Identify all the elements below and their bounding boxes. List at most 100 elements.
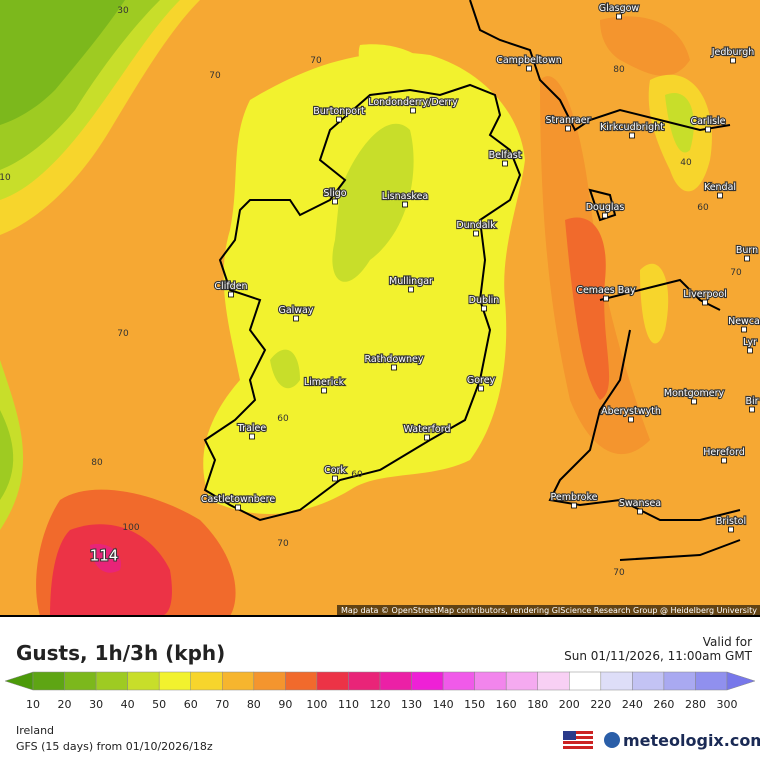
legend-swatch [569, 671, 602, 691]
city-dot [603, 295, 609, 302]
legend-swatch [379, 671, 412, 691]
legend-tick: 20 [58, 698, 72, 711]
city-dot [747, 347, 753, 354]
valid-time: Sun 01/11/2026, 11:00am GMT [564, 649, 753, 663]
legend-swatch [127, 671, 160, 691]
city-dot [424, 434, 430, 441]
legend-swatch [64, 671, 97, 691]
city-label: Kirkcudbright [600, 122, 664, 133]
contour-label: 70 [117, 329, 129, 339]
city-label: Stranraer [546, 115, 591, 126]
contour-label: 40 [680, 158, 692, 168]
city-dot [228, 291, 234, 298]
legend-swatch [505, 671, 538, 691]
legend-swatch [442, 671, 475, 691]
legend-swatch [190, 671, 223, 691]
legend-swatch [632, 671, 665, 691]
city-label: Burtonport [313, 106, 365, 117]
city-dot [571, 502, 577, 509]
city-label: Glasgow [599, 3, 640, 14]
city-dot [616, 13, 622, 20]
contour-label: 70 [209, 71, 221, 81]
contour-label: 70 [277, 539, 289, 549]
legend-tick: 130 [401, 698, 422, 711]
legend-swatch [474, 671, 507, 691]
city-dot [332, 475, 338, 482]
legend-tick: 280 [685, 698, 706, 711]
city-label: Clifden [214, 281, 247, 292]
city-label: Limerick [304, 377, 345, 388]
city-dot [717, 192, 723, 199]
city-label: Tralee [237, 423, 267, 434]
attribution: Map data © OpenStreetMap contributors, r… [341, 606, 757, 615]
city-label: Campbeltown [496, 55, 562, 66]
legend-tick: 80 [247, 698, 261, 711]
model: GFS (15 days) from 01/10/2026/18z [16, 740, 213, 753]
legend-tick: 90 [278, 698, 292, 711]
city-label: Lisnaskea [382, 191, 429, 202]
legend-tick: 220 [590, 698, 611, 711]
city-dot [728, 526, 734, 533]
city-dot [408, 286, 414, 293]
city-dot [637, 508, 643, 515]
city-dot [721, 457, 727, 464]
city-dot [702, 299, 708, 306]
legend-swatch [158, 671, 191, 691]
city-label: Dundalk [456, 220, 496, 231]
legend-tick: 50 [152, 698, 166, 711]
city-dot [473, 230, 479, 237]
city-dot [628, 416, 634, 423]
legend-swatch [32, 671, 65, 691]
city-label: Waterford [403, 424, 450, 435]
legend-swatch [695, 671, 728, 691]
legend-tick: 120 [370, 698, 391, 711]
legend-tick: 300 [717, 698, 738, 711]
city-label: Bristol [716, 516, 746, 527]
logo [604, 732, 620, 748]
city-dot [502, 160, 508, 167]
legend-swatch [348, 671, 381, 691]
city-label: Carlisle [690, 116, 725, 127]
city-dot [336, 116, 342, 123]
legend-tick: 240 [622, 698, 643, 711]
legend-tick: 100 [306, 698, 327, 711]
city-label: Gorey [467, 375, 496, 386]
city-label: Cork [324, 465, 346, 476]
contour-label: 80 [613, 65, 625, 75]
city-label: Burn [736, 245, 758, 256]
legend-tick: 40 [121, 698, 135, 711]
legend-tick: 200 [559, 698, 580, 711]
city-label: Hereford [703, 447, 744, 458]
contour-label: 80 [91, 458, 103, 468]
city-dot [235, 504, 241, 511]
legend-tick: 260 [653, 698, 674, 711]
legend-swatch [95, 671, 128, 691]
city-label: Dublin [469, 295, 500, 306]
city-label: Jedburgh [711, 47, 755, 58]
city-dot [321, 387, 327, 394]
map [0, 0, 760, 616]
legend-arrow [726, 671, 756, 691]
max-label: 114 [90, 547, 119, 565]
contour-label: 70 [730, 268, 742, 278]
city-label: Aberystwyth [601, 406, 661, 417]
legend-tick: 160 [496, 698, 517, 711]
brand: meteologix.com [623, 731, 760, 750]
city-label: Sligo [323, 188, 346, 199]
contour-label: 30 [117, 6, 129, 16]
valid-label: Valid for [703, 635, 752, 649]
legend-tick: 30 [89, 698, 103, 711]
city-dot [293, 315, 299, 322]
city-label: Lyr [743, 337, 757, 348]
legend-tick: 10 [26, 698, 40, 711]
legend-swatch [285, 671, 318, 691]
attribution-bg [337, 605, 760, 616]
city-label: Belfast [489, 150, 522, 161]
city-label: Swansea [619, 498, 661, 509]
contour-label: 10 [0, 173, 11, 183]
city-dot [691, 398, 697, 405]
city-dot [730, 57, 736, 64]
contour-label: 60 [277, 414, 289, 424]
region: Ireland [16, 724, 54, 737]
city-dot [249, 433, 255, 440]
